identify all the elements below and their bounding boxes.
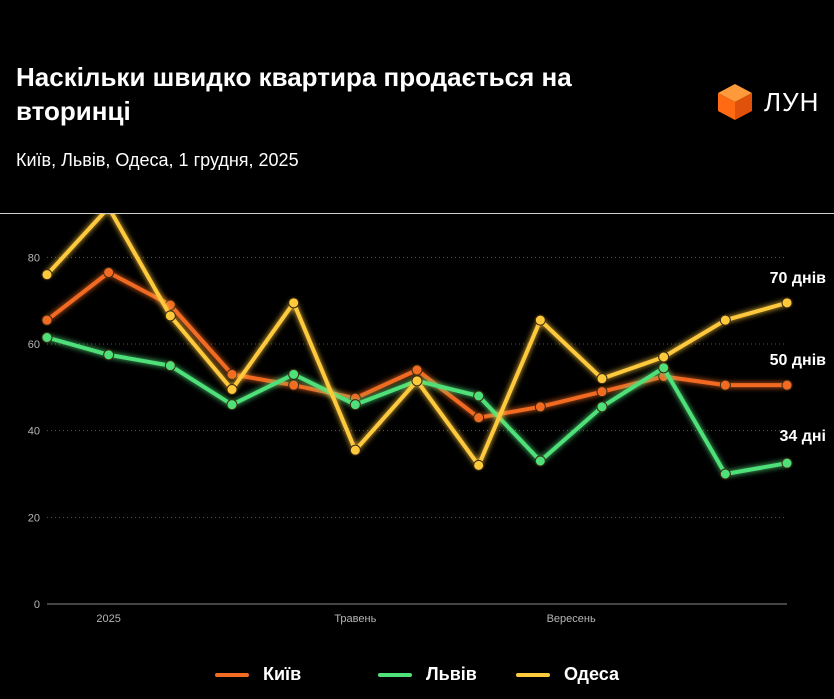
data-point-odesa[interactable] [41, 269, 53, 281]
legend: Київ Львів Одеса [0, 664, 834, 690]
data-point-odesa[interactable] [596, 373, 608, 385]
data-point-lviv[interactable] [658, 362, 670, 374]
chart-subtitle: Київ, Львів, Одеса, 1 грудня, 2025 [16, 150, 299, 170]
y-tick-label: 20 [28, 512, 40, 524]
legend-swatch-odesa [516, 672, 550, 677]
x-tick-label: Травень [334, 613, 376, 625]
data-point-lviv[interactable] [164, 360, 176, 372]
data-point-kyiv[interactable] [719, 379, 731, 391]
series-line-lviv [45, 335, 789, 476]
header-divider [0, 213, 834, 214]
series-line-odesa [45, 214, 789, 468]
data-point-kyiv[interactable] [226, 368, 238, 380]
data-point-lviv[interactable] [781, 457, 793, 469]
legend-swatch-kyiv [215, 672, 249, 677]
end-labels: 50 днів 34 дні 70 днів [770, 270, 827, 445]
legend-label-lviv: Львів [426, 664, 477, 684]
legend-item-odesa[interactable]: Одеса [516, 664, 619, 685]
data-point-kyiv[interactable] [41, 314, 53, 326]
legend-label-odesa: Одеса [564, 664, 619, 684]
data-point-odesa[interactable] [719, 314, 731, 326]
series-lines [41, 214, 793, 480]
data-point-odesa[interactable] [781, 297, 793, 309]
data-point-kyiv[interactable] [473, 412, 485, 424]
data-point-kyiv[interactable] [534, 401, 546, 413]
data-point-odesa[interactable] [658, 351, 670, 363]
data-point-kyiv[interactable] [288, 379, 300, 391]
data-point-kyiv[interactable] [411, 364, 423, 376]
y-tick-label: 0 [34, 599, 40, 611]
data-point-lviv[interactable] [473, 390, 485, 402]
legend-item-lviv[interactable]: Львів [378, 664, 477, 685]
end-label-kyiv: 50 днів [770, 352, 827, 369]
legend-swatch-lviv [378, 672, 412, 677]
legend-label-kyiv: Київ [263, 664, 302, 684]
data-point-lviv[interactable] [719, 468, 731, 480]
data-point-lviv[interactable] [288, 368, 300, 380]
x-tick-label: 2025 [96, 613, 120, 625]
data-point-lviv[interactable] [349, 399, 361, 411]
data-point-lviv[interactable] [103, 349, 115, 361]
chart-title: Наскільки швидко квартира продається на … [16, 62, 572, 126]
data-point-lviv[interactable] [226, 399, 238, 411]
data-point-odesa[interactable] [534, 314, 546, 326]
series-lviv [41, 332, 793, 480]
line-chart: 0 20 40 60 80 2025 Травень Вересень 50 днів 34 д… [28, 214, 827, 625]
series-kyiv [41, 267, 793, 424]
data-point-odesa[interactable] [349, 444, 361, 456]
x-tick-label: Вересень [547, 613, 596, 625]
end-label-odesa: 70 днів [770, 270, 827, 287]
data-point-lviv[interactable] [41, 332, 53, 343]
legend-item-kyiv[interactable]: Київ [215, 664, 301, 685]
data-point-odesa[interactable] [411, 375, 423, 387]
grid-lines [47, 256, 787, 605]
data-point-odesa[interactable] [288, 297, 300, 309]
y-tick-label: 80 [28, 252, 40, 264]
data-point-odesa[interactable] [226, 384, 238, 395]
axis-labels: 0 20 40 60 80 2025 Травень Вересень [28, 252, 596, 625]
data-point-odesa[interactable] [164, 310, 176, 322]
brand-logo[interactable]: ЛУН [716, 82, 819, 122]
data-point-lviv[interactable] [534, 455, 546, 467]
data-point-kyiv[interactable] [596, 386, 608, 398]
data-point-lviv[interactable] [596, 401, 608, 413]
y-tick-label: 40 [28, 426, 40, 438]
data-point-odesa[interactable] [473, 459, 485, 471]
data-point-kyiv[interactable] [781, 379, 793, 391]
y-tick-label: 60 [28, 339, 40, 351]
end-label-lviv: 34 дні [779, 428, 826, 445]
series-odesa [41, 214, 793, 471]
data-point-kyiv[interactable] [103, 267, 115, 278]
orange-cube-icon [718, 84, 752, 120]
brand-name: ЛУН [764, 86, 820, 117]
